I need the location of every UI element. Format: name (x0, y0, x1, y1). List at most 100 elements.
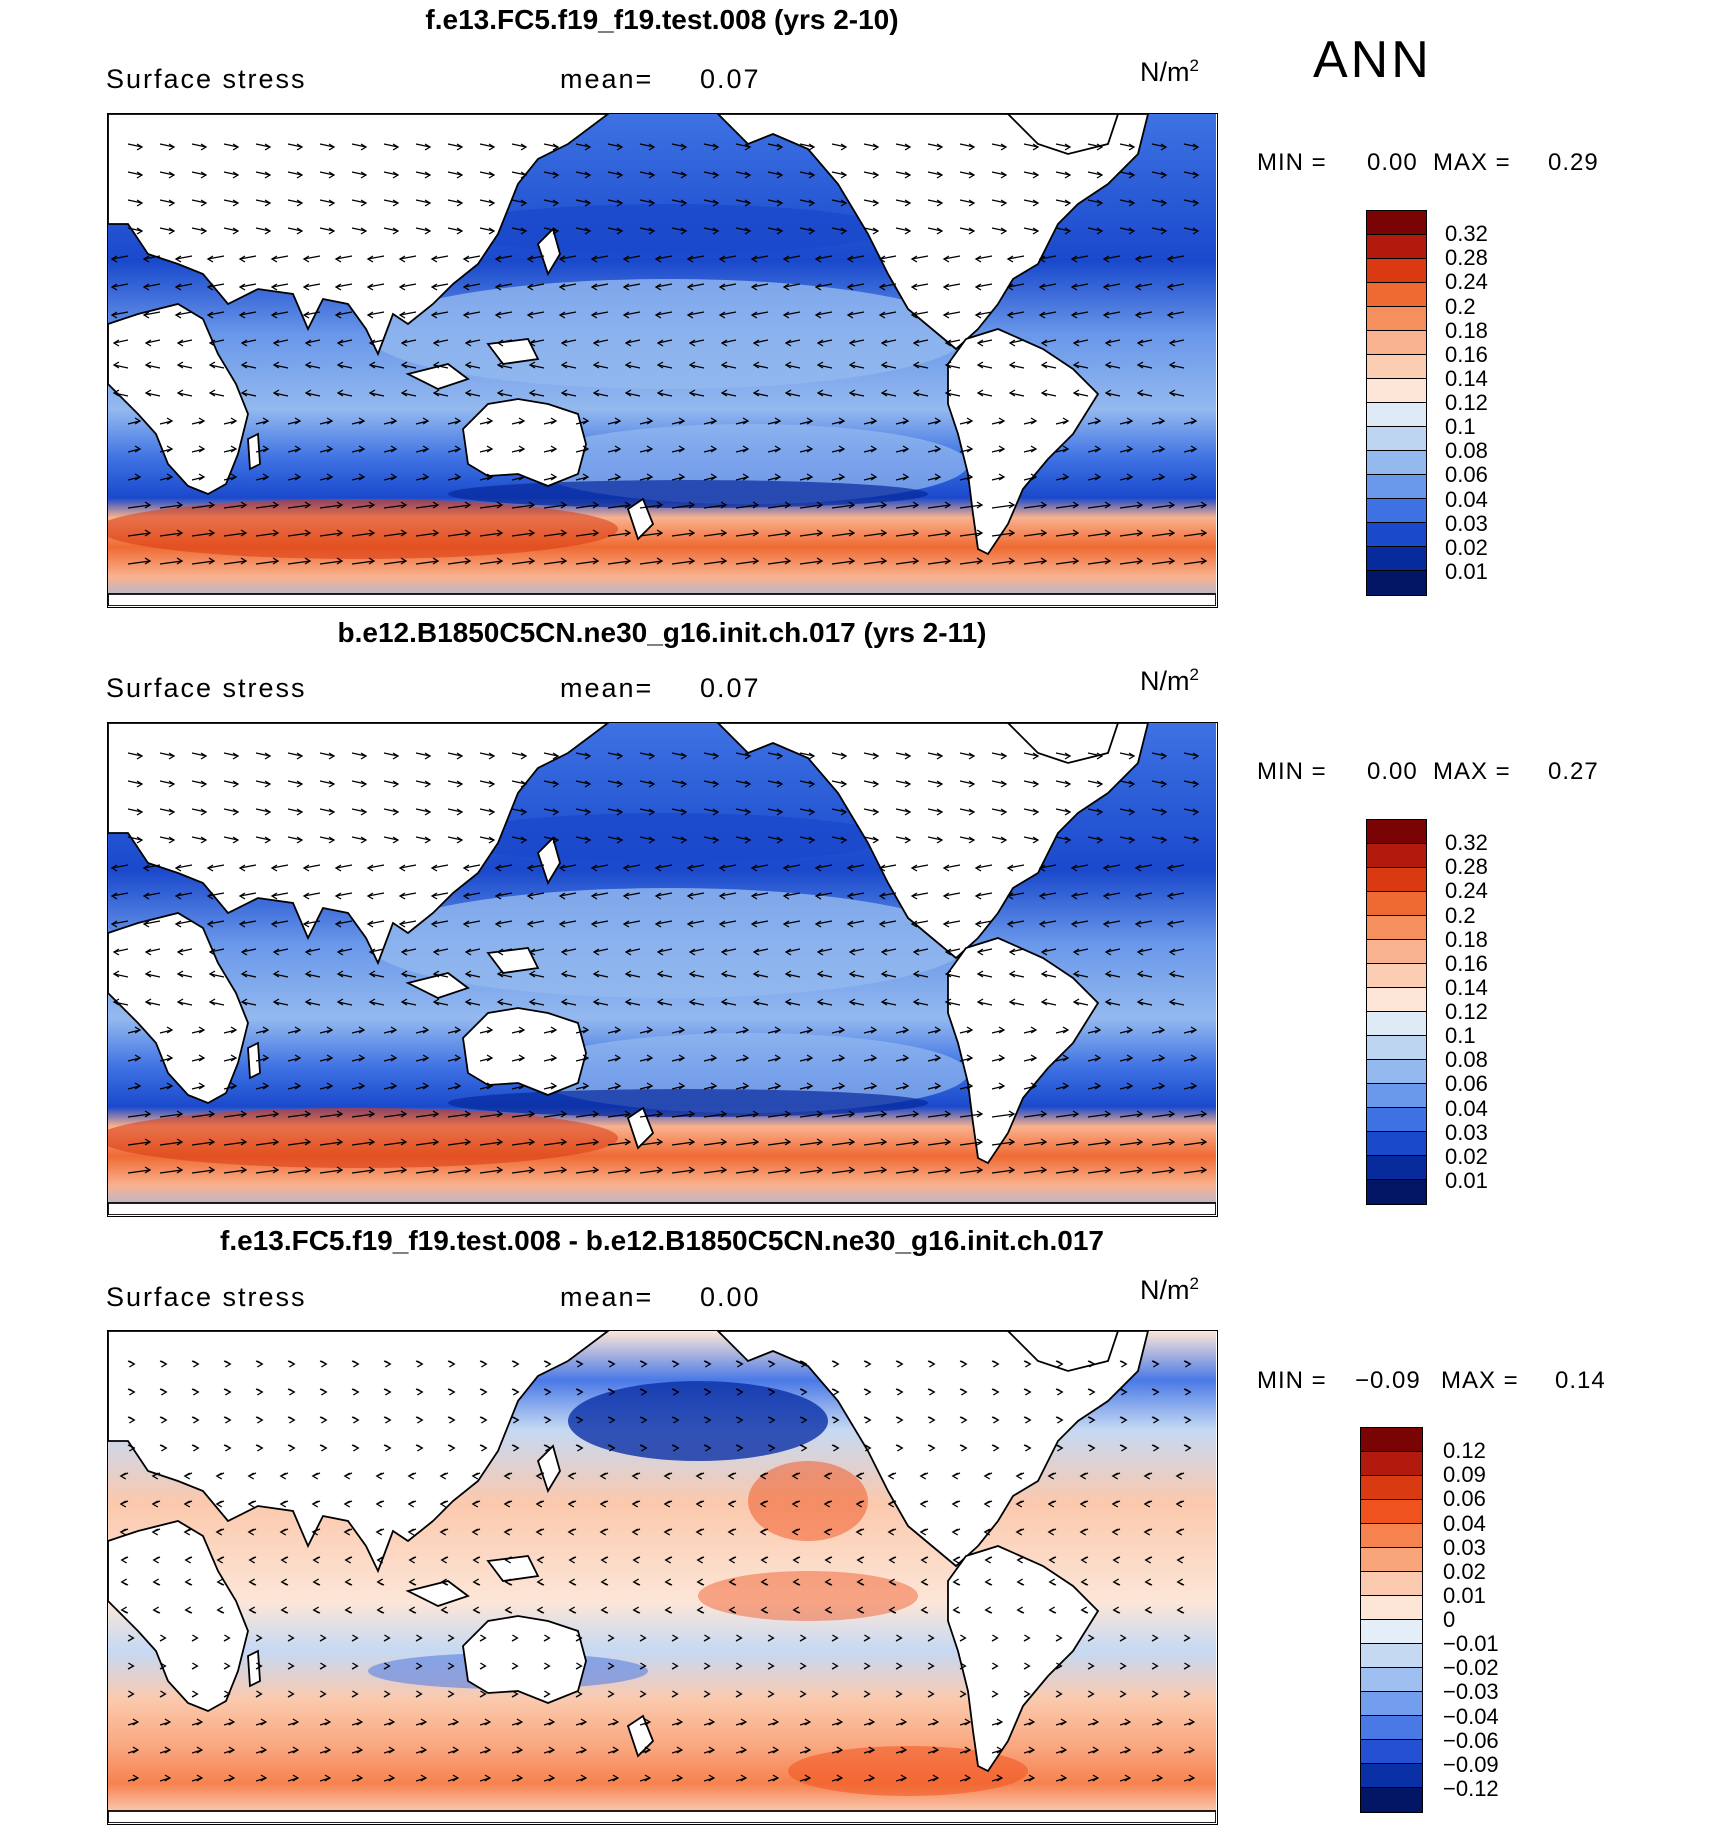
colorbar-label: 0.12 (1443, 1438, 1486, 1464)
colorbar-box (1367, 499, 1426, 523)
colorbar-label: 0.02 (1445, 534, 1488, 560)
panel2-mean-label: mean= (560, 673, 654, 703)
colorbar-label: 0.02 (1445, 1143, 1488, 1169)
panel1-colorbar (1366, 210, 1427, 596)
colorbar-label: 0.32 (1445, 221, 1488, 247)
field-blob (448, 813, 888, 863)
panel2-mean-value: 0.07 (700, 673, 761, 703)
land-outline (536, 1444, 561, 1494)
land-outline (462, 1615, 587, 1704)
panel3-max-value: 0.14 (1555, 1367, 1606, 1394)
panel1-max-value: 0.29 (1548, 149, 1599, 176)
colorbar-box (1367, 1084, 1426, 1108)
colorbar-box (1361, 1548, 1422, 1572)
land-outline (247, 1649, 261, 1688)
colorbar-box (1367, 1180, 1426, 1204)
colorbar-box (1367, 571, 1426, 595)
field-blob (748, 1461, 868, 1541)
panel3-units: N/m2 (1140, 1274, 1199, 1305)
colorbar-label: −0.06 (1443, 1727, 1499, 1753)
land-outline (108, 593, 1216, 606)
colorbar-box (1361, 1476, 1422, 1500)
stress-vectors (110, 752, 1208, 1174)
land-outline (108, 1202, 1216, 1215)
land-outline (947, 1545, 1100, 1773)
land-outline (626, 1714, 655, 1758)
land-outline (462, 398, 587, 487)
colorbar-label: 0.04 (1445, 1095, 1488, 1121)
colorbar-box (1367, 451, 1426, 475)
colorbar-box (1367, 844, 1426, 868)
colorbar-label: 0.01 (1443, 1582, 1486, 1608)
panel2-min-value: 0.00 (1367, 758, 1418, 785)
panel3-variable: Surface stress (106, 1282, 307, 1312)
colorbar-box (1361, 1596, 1422, 1620)
land-outline (108, 1810, 1216, 1823)
field-blob (448, 480, 928, 508)
colorbar-label: 0.24 (1445, 878, 1488, 904)
colorbar-label: 0.01 (1445, 1167, 1488, 1193)
field-blob (568, 1381, 828, 1461)
panel3-colorbar (1360, 1427, 1423, 1813)
colorbar-box (1367, 964, 1426, 988)
panel3-max-label: MAX = (1441, 1367, 1519, 1394)
colorbar-label: 0.03 (1445, 510, 1488, 536)
colorbar-box (1361, 1788, 1422, 1812)
land-outline (626, 497, 655, 541)
colorbar-label: 0.28 (1445, 245, 1488, 271)
colorbar-box (1361, 1764, 1422, 1788)
panel2-variable: Surface stress (106, 673, 307, 703)
colorbar-label: 0.08 (1445, 1047, 1488, 1073)
colorbar-box (1367, 1132, 1426, 1156)
panel3-map (107, 1330, 1218, 1825)
panel2-min-label: MIN = (1257, 758, 1327, 785)
land-outline (626, 1106, 655, 1150)
field-blob (108, 1108, 618, 1168)
colorbar-label: 0.2 (1445, 902, 1476, 928)
colorbar-box (1361, 1740, 1422, 1764)
land-outline (108, 1520, 249, 1712)
colorbar-box (1367, 868, 1426, 892)
colorbar-box (1367, 283, 1426, 307)
colorbar-label: 0.04 (1445, 486, 1488, 512)
land-outline (108, 303, 249, 495)
land-outline (405, 972, 470, 999)
stress-vectors (119, 1360, 1196, 1782)
colorbar-box (1361, 1668, 1422, 1692)
panel3-min-value: −0.09 (1355, 1367, 1421, 1394)
colorbar-label: −0.02 (1443, 1655, 1499, 1681)
colorbar-box (1367, 1060, 1426, 1084)
colorbar-label: 0.03 (1443, 1534, 1486, 1560)
land-outline (108, 912, 249, 1104)
colorbar-box (1367, 916, 1426, 940)
colorbar-label: −0.09 (1443, 1751, 1499, 1777)
colorbar-box (1361, 1644, 1422, 1668)
panel2-units: N/m2 (1140, 665, 1199, 696)
colorbar-box (1367, 379, 1426, 403)
panel1-units: N/m2 (1140, 56, 1199, 87)
colorbar-label: 0.06 (1445, 462, 1488, 488)
colorbar-label: 0.16 (1445, 950, 1488, 976)
colorbar-label: 0.16 (1445, 341, 1488, 367)
land-outline (947, 937, 1100, 1165)
colorbar-box (1361, 1692, 1422, 1716)
colorbar-box (1361, 1524, 1422, 1548)
colorbar-box (1367, 211, 1426, 235)
field-blob (788, 1746, 1028, 1796)
colorbar-label: 0.06 (1443, 1486, 1486, 1512)
colorbar-label: 0.1 (1445, 414, 1476, 440)
panel2-colorbar (1366, 819, 1427, 1205)
colorbar-label: 0.03 (1445, 1119, 1488, 1145)
colorbar-box (1367, 1108, 1426, 1132)
field-blob (698, 1571, 918, 1621)
colorbar-box (1361, 1428, 1422, 1452)
field-blob (448, 204, 888, 254)
colorbar-box (1361, 1716, 1422, 1740)
colorbar-box (1367, 259, 1426, 283)
land-outline (947, 328, 1100, 556)
panel3-title: f.e13.FC5.f19_f19.test.008 - b.e12.B1850… (220, 1225, 1104, 1256)
panel1-mean-label: mean= (560, 64, 654, 94)
colorbar-box (1367, 892, 1426, 916)
colorbar-label: 0.1 (1445, 1023, 1476, 1049)
colorbar-label: 0.28 (1445, 854, 1488, 880)
